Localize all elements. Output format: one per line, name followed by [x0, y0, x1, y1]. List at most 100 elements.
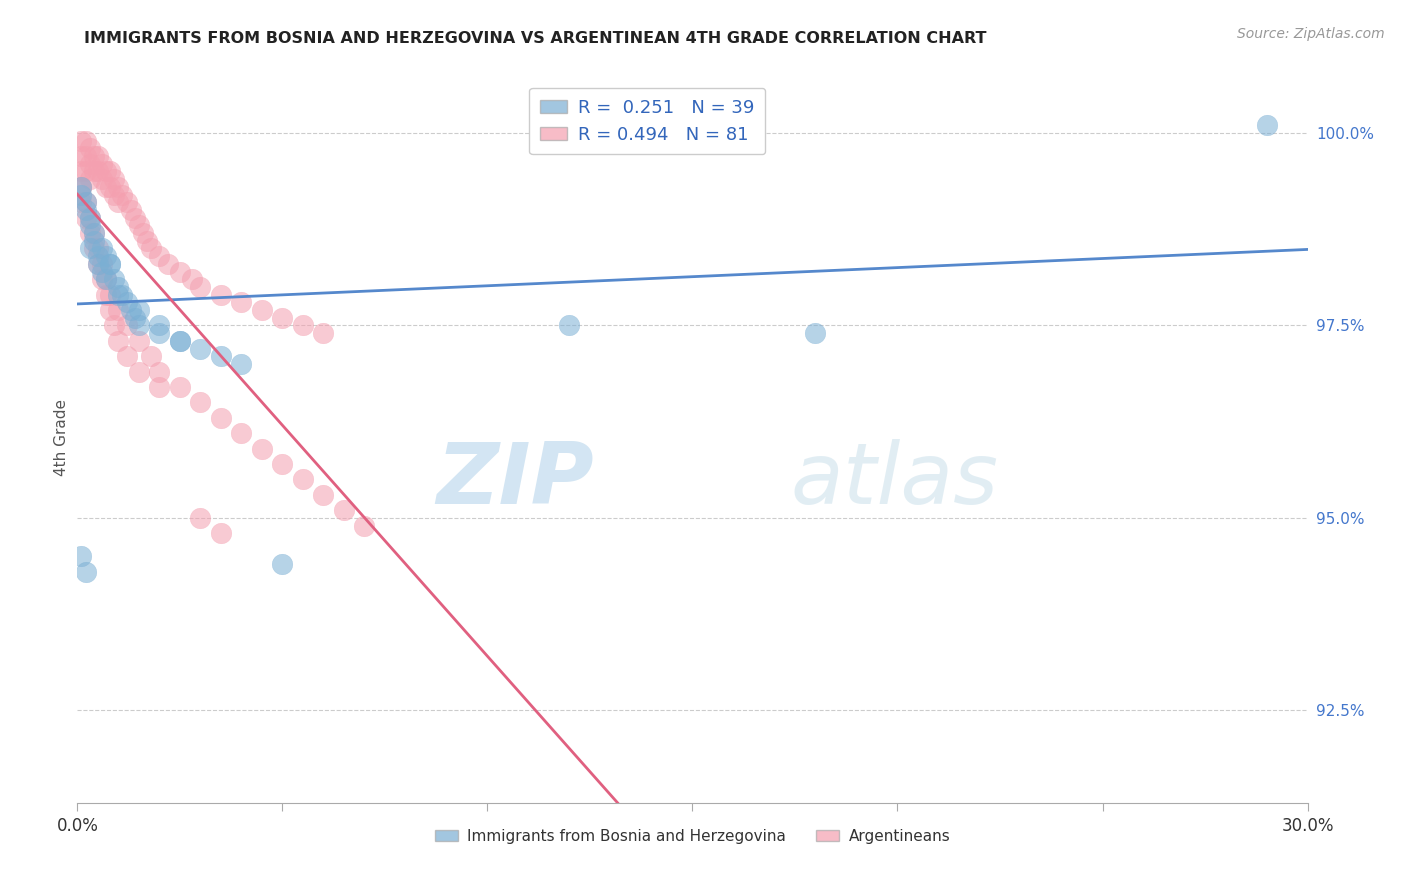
Point	[291, 472, 314, 486]
Point	[188, 280, 212, 294]
Point	[75, 565, 97, 579]
Point	[107, 287, 129, 301]
Point	[70, 134, 93, 148]
Point	[128, 334, 150, 348]
Point	[209, 349, 232, 363]
Point	[75, 211, 97, 225]
Point	[148, 326, 170, 340]
Point	[148, 318, 170, 333]
Point	[141, 349, 163, 363]
Legend: Immigrants from Bosnia and Herzegovina, Argentineans: Immigrants from Bosnia and Herzegovina, …	[429, 822, 956, 850]
Point	[70, 164, 93, 178]
Point	[312, 326, 335, 340]
Point	[115, 318, 138, 333]
Point	[90, 172, 114, 186]
Point	[128, 303, 150, 318]
Point	[120, 202, 142, 217]
Point	[94, 272, 117, 286]
Point	[107, 303, 129, 318]
Point	[87, 257, 110, 271]
Point	[94, 164, 117, 178]
Point	[90, 242, 114, 256]
Point	[169, 334, 191, 348]
Text: IMMIGRANTS FROM BOSNIA AND HERZEGOVINA VS ARGENTINEAN 4TH GRADE CORRELATION CHAR: IMMIGRANTS FROM BOSNIA AND HERZEGOVINA V…	[84, 31, 987, 46]
Point	[98, 164, 121, 178]
Point	[156, 257, 179, 271]
Point	[181, 272, 204, 286]
Point	[98, 257, 121, 271]
Point	[312, 488, 335, 502]
Point	[141, 242, 163, 256]
Point	[90, 157, 114, 171]
Point	[231, 357, 253, 371]
Point	[94, 179, 117, 194]
Point	[70, 149, 93, 163]
Point	[98, 179, 121, 194]
Point	[250, 442, 273, 456]
Point	[115, 349, 138, 363]
Point	[90, 264, 114, 278]
Point	[120, 303, 142, 318]
Point	[83, 226, 105, 240]
Point	[70, 179, 93, 194]
Point	[75, 195, 97, 210]
Point	[271, 557, 294, 571]
Point	[107, 334, 129, 348]
Point	[124, 310, 146, 325]
Point	[231, 426, 253, 441]
Point	[124, 211, 146, 225]
Point	[87, 257, 110, 271]
Point	[83, 234, 105, 248]
Point	[70, 549, 93, 564]
Point	[111, 187, 134, 202]
Point	[148, 380, 170, 394]
Point	[132, 226, 155, 240]
Point	[83, 226, 105, 240]
Point	[79, 172, 101, 186]
Point	[188, 342, 212, 356]
Point	[231, 295, 253, 310]
Point	[79, 211, 101, 225]
Point	[103, 272, 125, 286]
Point	[107, 195, 129, 210]
Point	[209, 410, 232, 425]
Point	[271, 457, 294, 471]
Text: Source: ZipAtlas.com: Source: ZipAtlas.com	[1237, 27, 1385, 41]
Point	[169, 334, 191, 348]
Point	[79, 226, 101, 240]
Text: ZIP: ZIP	[436, 440, 595, 523]
Point	[83, 164, 105, 178]
Point	[333, 503, 356, 517]
Point	[83, 149, 105, 163]
Point	[79, 157, 101, 171]
Point	[90, 257, 114, 271]
Point	[107, 179, 129, 194]
Point	[70, 179, 93, 194]
Point	[128, 365, 150, 379]
Point	[83, 242, 105, 256]
Point	[70, 179, 93, 194]
Point	[79, 242, 101, 256]
Point	[188, 395, 212, 409]
Point	[128, 219, 150, 233]
Point	[98, 287, 121, 301]
Point	[87, 249, 110, 263]
Point	[115, 295, 138, 310]
Point	[169, 380, 191, 394]
Point	[136, 234, 159, 248]
Point	[94, 272, 117, 286]
Point	[250, 303, 273, 318]
Point	[115, 195, 138, 210]
Y-axis label: 4th Grade: 4th Grade	[53, 399, 69, 475]
Point	[87, 164, 110, 178]
Point	[169, 264, 191, 278]
Point	[75, 149, 97, 163]
Point	[128, 318, 150, 333]
Point	[75, 134, 97, 148]
Point	[353, 518, 375, 533]
Text: atlas: atlas	[792, 440, 998, 523]
Point	[188, 511, 212, 525]
Point	[291, 318, 314, 333]
Point	[94, 287, 117, 301]
Point	[75, 202, 97, 217]
